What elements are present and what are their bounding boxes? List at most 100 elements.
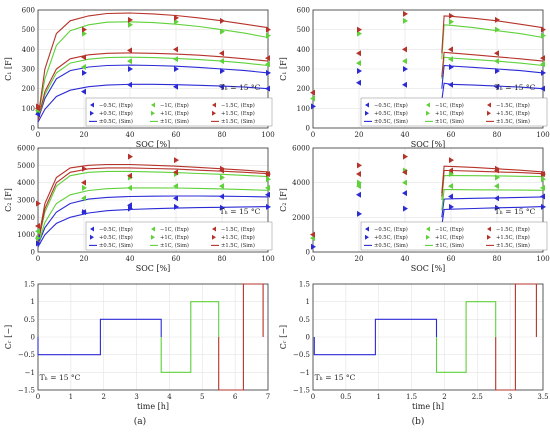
series-line [441, 189, 544, 211]
data-marker [448, 183, 453, 190]
legend-entry: +0.5C, (Exp) [374, 110, 408, 117]
data-marker [128, 66, 133, 72]
legend-entry: ±0.5C, (Sim) [99, 118, 133, 125]
data-marker [219, 193, 224, 200]
legend-entry: +0.5C, (Exp) [99, 234, 133, 241]
data-marker [541, 171, 546, 177]
data-marker [495, 204, 500, 211]
legend-marker-swatch [365, 110, 369, 116]
legend-entry: +1.5C, (Exp) [221, 234, 255, 241]
data-marker [36, 103, 41, 110]
data-marker [265, 55, 270, 62]
legend-entry: −1C, (Exp) [435, 226, 464, 233]
x-tick-label: 0 [36, 393, 40, 401]
legend-entry: ±1.5C, (Sim) [221, 242, 255, 249]
data-marker [82, 26, 87, 33]
x-axis-label: SOC [%] [411, 140, 446, 149]
x-tick-label: 100 [261, 131, 274, 139]
legend-entry: −1C, (Exp) [160, 102, 189, 109]
series-line [37, 64, 269, 121]
x-tick-label: 3 [134, 393, 138, 401]
data-marker [494, 50, 499, 57]
data-marker [449, 157, 454, 164]
data-marker [495, 165, 500, 172]
data-marker [402, 58, 407, 65]
data-marker [356, 79, 361, 86]
x-tick-label: 100 [536, 131, 549, 139]
data-marker [35, 228, 40, 235]
x-tick-label: 100 [261, 255, 274, 263]
data-marker [82, 184, 87, 191]
legend-marker-swatch [487, 226, 491, 232]
legend-marker-swatch [365, 102, 369, 108]
x-tick-label: 5 [200, 393, 204, 401]
y-tick-label: 1 [31, 298, 35, 306]
data-marker [81, 64, 86, 71]
series-line [441, 82, 544, 101]
data-marker [265, 191, 270, 198]
caption-b: (b) [412, 416, 425, 427]
y-tick-label: 0 [306, 249, 310, 257]
data-marker [357, 179, 362, 186]
legend-entry: ±1.5C, (Sim) [496, 242, 530, 249]
data-marker [82, 69, 87, 76]
legend-entry: ±1C, (Sim) [160, 118, 189, 125]
data-marker [173, 169, 178, 176]
x-tick-label: 1.5 [406, 393, 417, 401]
y-tick-label: 500 [22, 26, 35, 34]
chart-panel-3: 0 20 40 60 80 1000100020003000400050006000SOC… [4, 145, 275, 274]
data-marker [310, 89, 315, 96]
y-axis-label: C₂ [F] [279, 188, 288, 212]
data-marker [402, 81, 407, 88]
chart-panel-1: 0 20 40 60 80 100 0 100 200 300 400 500 600 SOC [%] C₁… [4, 7, 275, 150]
data-marker [540, 193, 545, 200]
chart-panel-4: 0 20 40 60 80 100 0 2000 4000 6000 SOC [%] C₂ [F] Tₕ… [279, 145, 550, 274]
x-tick-label: 0 [311, 393, 315, 401]
data-marker [540, 184, 545, 191]
legend-marker-swatch [90, 226, 94, 232]
legend-marker-swatch [487, 234, 491, 240]
x-tick-label: 40 [401, 131, 410, 139]
x-tick-label: 60 [447, 255, 456, 263]
data-marker [495, 16, 500, 23]
y-tick-label: −1.5 [18, 387, 35, 395]
data-marker [357, 210, 362, 217]
y-tick-label: 4000 [292, 179, 310, 187]
legend-marker-swatch [487, 110, 491, 116]
legend-entry: ±1C, (Sim) [435, 118, 464, 125]
y-tick-label: 6000 [292, 145, 310, 153]
x-axis-label: time [h] [137, 402, 169, 411]
series-line [441, 169, 544, 197]
x-tick-label: 0.5 [340, 393, 351, 401]
data-marker [219, 183, 224, 190]
x-tick-label: 60 [447, 131, 456, 139]
y-tick-label: 400 [22, 46, 35, 54]
x-axis-label: SOC [%] [136, 140, 171, 149]
data-marker [540, 61, 545, 68]
x-tick-label: 80 [493, 255, 502, 263]
data-marker [448, 56, 453, 63]
legend-marker-swatch [212, 110, 216, 116]
y-tick-label: 5000 [17, 162, 35, 170]
series-line [37, 52, 269, 121]
data-marker [127, 184, 132, 191]
x-tick-label: 80 [218, 131, 227, 139]
data-marker [494, 183, 499, 190]
data-marker [403, 205, 408, 212]
legend-entry: −1.5C, (Exp) [221, 226, 255, 233]
series-line [441, 51, 544, 77]
x-tick-label: 20 [355, 131, 364, 139]
y-tick-label: 1.5 [299, 281, 310, 289]
y-tick-label: 0 [306, 125, 310, 133]
data-marker [448, 193, 453, 200]
temperature-annotation: Tₕ = 15 °C [220, 207, 261, 216]
legend-entry: −1.5C, (Exp) [221, 102, 255, 109]
legend-marker-swatch [426, 102, 430, 108]
data-marker [266, 171, 271, 177]
data-marker [81, 195, 86, 202]
y-tick-label: −1.5 [293, 387, 310, 395]
data-marker [449, 12, 454, 19]
legend-marker-swatch [365, 226, 369, 232]
data-marker [127, 58, 132, 65]
legend-box [360, 221, 548, 251]
